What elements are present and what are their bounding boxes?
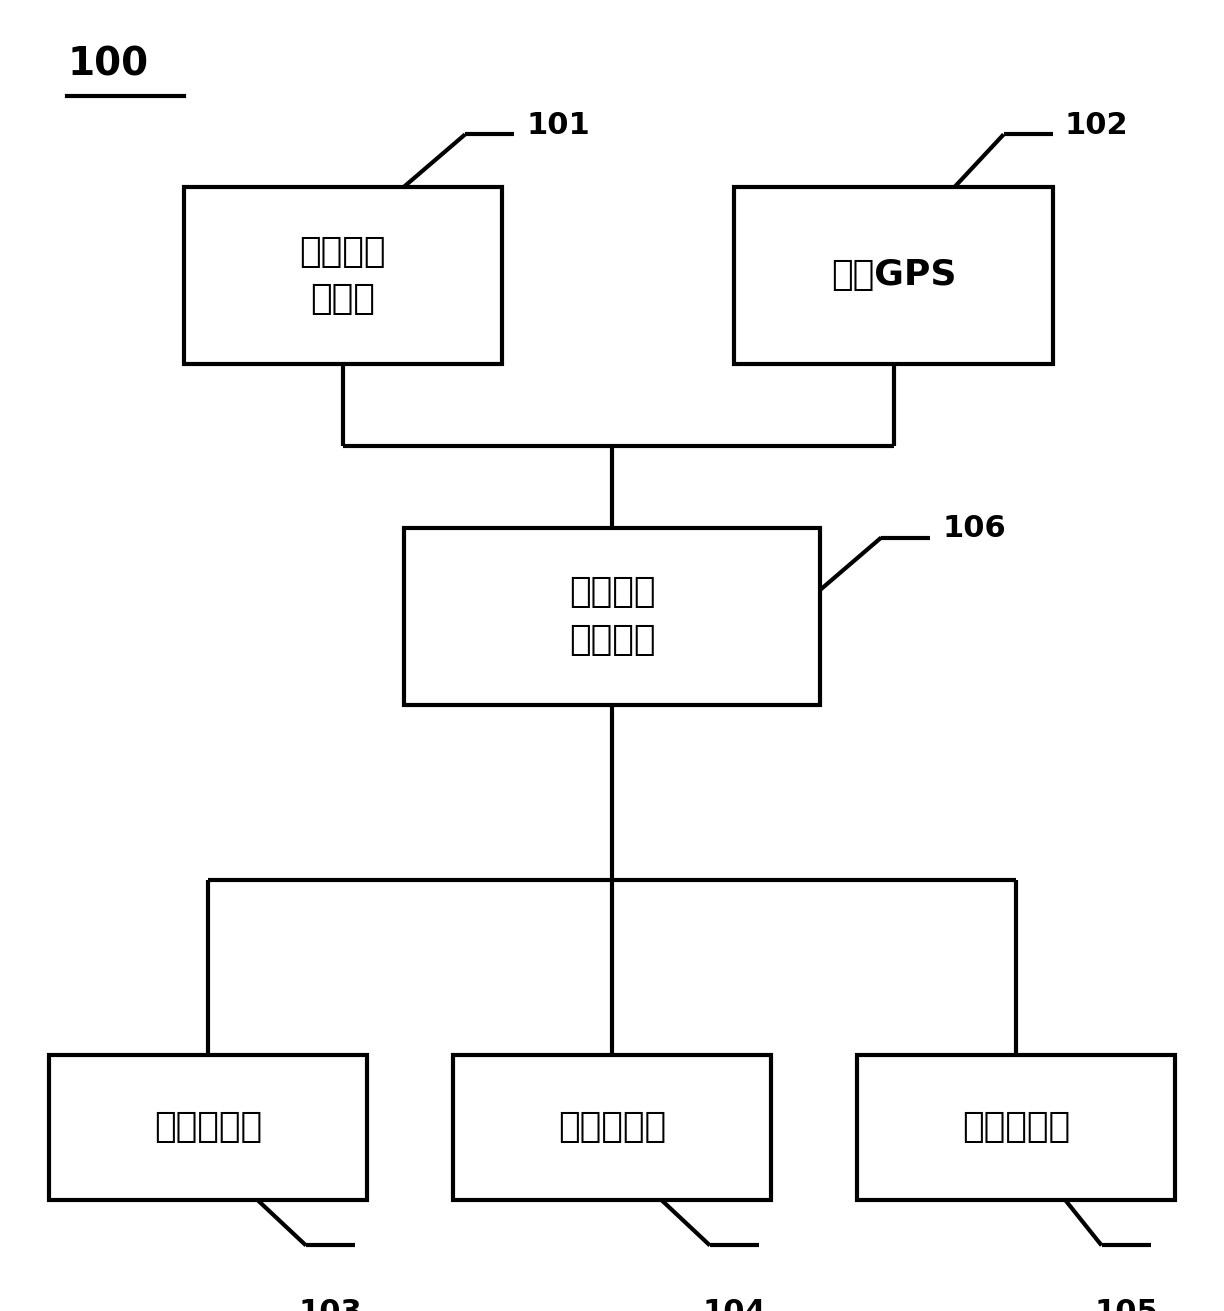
Text: 104: 104 — [703, 1298, 766, 1311]
Text: 总温传感器: 总温传感器 — [962, 1110, 1070, 1145]
Text: 106: 106 — [942, 514, 1006, 543]
Bar — [734, 187, 1053, 363]
Bar — [184, 187, 502, 363]
Text: 105: 105 — [1094, 1298, 1158, 1311]
Text: 静压误差
修正装置: 静压误差 修正装置 — [569, 576, 655, 657]
Text: 102: 102 — [1065, 110, 1129, 139]
Text: 地面气压
传感器: 地面气压 传感器 — [300, 235, 386, 316]
Bar — [404, 527, 820, 705]
Bar — [453, 1055, 771, 1200]
Text: 差分GPS: 差分GPS — [831, 258, 956, 292]
Text: 100: 100 — [67, 46, 148, 84]
Text: 103: 103 — [299, 1298, 362, 1311]
Bar — [49, 1055, 367, 1200]
Text: 静压传感器: 静压传感器 — [558, 1110, 666, 1145]
Text: 总压传感器: 总压传感器 — [154, 1110, 262, 1145]
Bar — [857, 1055, 1175, 1200]
Text: 101: 101 — [526, 110, 590, 139]
